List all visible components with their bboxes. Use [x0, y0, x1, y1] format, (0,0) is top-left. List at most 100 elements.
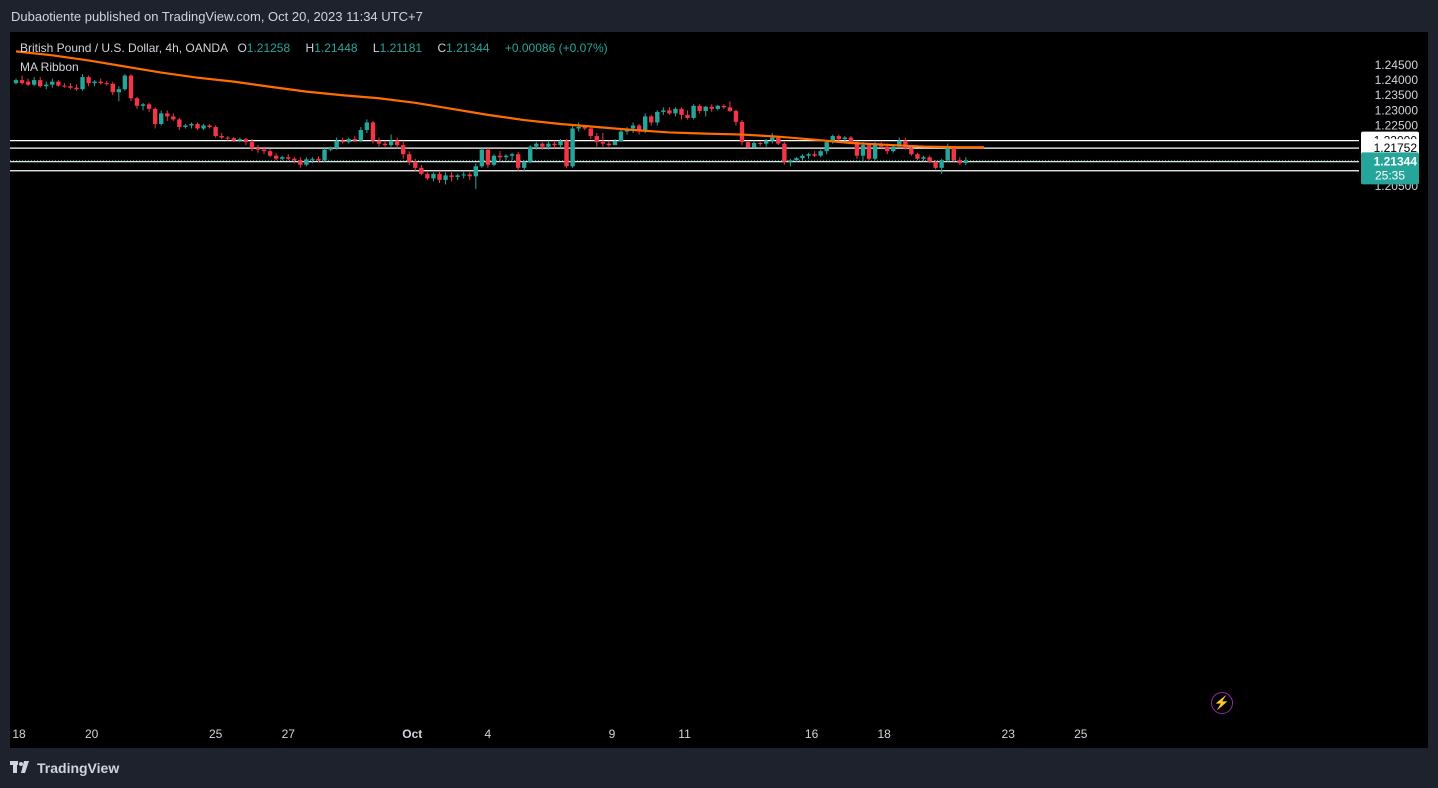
candle[interactable] — [80, 74, 85, 91]
candle[interactable] — [304, 157, 309, 167]
candle[interactable] — [685, 110, 690, 120]
candle[interactable] — [564, 139, 569, 168]
candle[interactable] — [273, 153, 279, 161]
candle[interactable] — [503, 154, 509, 161]
candle[interactable] — [413, 158, 418, 171]
candle[interactable] — [921, 155, 926, 162]
candle[interactable] — [624, 126, 630, 135]
candle[interactable] — [546, 140, 551, 150]
candle[interactable] — [171, 113, 176, 121]
candle[interactable] — [407, 151, 412, 165]
candle[interactable] — [286, 154, 291, 161]
candle[interactable] — [818, 149, 823, 158]
candle[interactable] — [44, 81, 49, 90]
candle[interactable] — [165, 110, 170, 121]
candle[interactable] — [794, 157, 799, 162]
candle[interactable] — [177, 117, 182, 131]
candle[interactable] — [697, 104, 702, 114]
candle[interactable] — [534, 142, 539, 150]
candle[interactable] — [933, 160, 938, 170]
candle[interactable] — [298, 157, 303, 168]
candle[interactable] — [419, 164, 424, 176]
candle[interactable] — [38, 77, 43, 88]
candle[interactable] — [866, 143, 872, 161]
candle[interactable] — [782, 142, 787, 165]
candle[interactable] — [915, 152, 920, 161]
candle[interactable] — [207, 123, 212, 129]
chart-area[interactable] — [10, 32, 1428, 748]
candle[interactable] — [473, 163, 478, 189]
candle[interactable] — [552, 140, 557, 149]
candle[interactable] — [340, 137, 345, 144]
candle[interactable] — [56, 80, 61, 87]
candle[interactable] — [497, 151, 503, 162]
candle[interactable] — [86, 75, 91, 87]
candle[interactable] — [522, 160, 527, 171]
candle[interactable] — [479, 148, 485, 168]
candle[interactable] — [13, 78, 19, 85]
lightning-icon[interactable]: ⚡ — [1211, 692, 1233, 714]
candle[interactable] — [310, 157, 315, 164]
tradingview-logo[interactable]: TradingView — [10, 760, 119, 776]
candle[interactable] — [800, 154, 805, 161]
candle[interactable] — [388, 134, 394, 147]
candle[interactable] — [280, 155, 285, 161]
candle[interactable] — [382, 140, 388, 147]
candle[interactable] — [159, 110, 164, 126]
candle[interactable] — [146, 102, 152, 112]
candle[interactable] — [394, 137, 400, 149]
candle[interactable] — [195, 122, 200, 131]
candle[interactable] — [661, 107, 666, 115]
candle[interactable] — [509, 152, 515, 161]
candle[interactable] — [558, 139, 563, 149]
candle[interactable] — [824, 140, 829, 155]
candle[interactable] — [842, 136, 848, 143]
candle[interactable] — [140, 102, 146, 111]
candle[interactable] — [116, 86, 122, 102]
candle[interactable] — [328, 146, 333, 152]
candle[interactable] — [927, 155, 932, 164]
candle[interactable] — [721, 104, 727, 109]
candle[interactable] — [757, 142, 763, 147]
candle[interactable] — [649, 114, 654, 126]
candle[interactable] — [612, 139, 618, 146]
candle[interactable] — [74, 84, 79, 91]
candle[interactable] — [68, 83, 73, 90]
candle[interactable] — [261, 146, 267, 155]
candle[interactable] — [540, 142, 545, 150]
candle[interactable] — [437, 170, 442, 183]
candle[interactable] — [636, 123, 642, 135]
candle[interactable] — [951, 146, 956, 162]
candle[interactable] — [352, 136, 357, 143]
candle[interactable] — [606, 140, 612, 147]
candle[interactable] — [860, 142, 866, 162]
candle[interactable] — [231, 136, 236, 143]
candle[interactable] — [703, 105, 708, 117]
candle[interactable] — [370, 120, 376, 144]
candle[interactable] — [431, 172, 436, 182]
candle[interactable] — [515, 152, 521, 171]
candle[interactable] — [891, 145, 896, 153]
candle[interactable] — [467, 172, 472, 180]
candle[interactable] — [249, 139, 255, 152]
candle[interactable] — [588, 126, 593, 140]
candle[interactable] — [98, 78, 103, 85]
candle[interactable] — [255, 145, 261, 153]
indicator-name[interactable]: MA Ribbon — [20, 60, 79, 74]
candle[interactable] — [19, 75, 25, 85]
candle[interactable] — [764, 139, 769, 147]
candle[interactable] — [812, 151, 817, 158]
candle[interactable] — [322, 148, 327, 162]
candle[interactable] — [709, 104, 714, 112]
candle[interactable] — [963, 157, 969, 166]
candle[interactable] — [401, 140, 406, 159]
candle[interactable] — [201, 123, 206, 131]
candle[interactable] — [679, 107, 684, 120]
candle[interactable] — [225, 136, 230, 141]
candle[interactable] — [110, 81, 115, 96]
candle[interactable] — [485, 148, 491, 168]
candle[interactable] — [673, 107, 678, 117]
candle[interactable] — [62, 83, 67, 88]
candle[interactable] — [292, 157, 297, 164]
